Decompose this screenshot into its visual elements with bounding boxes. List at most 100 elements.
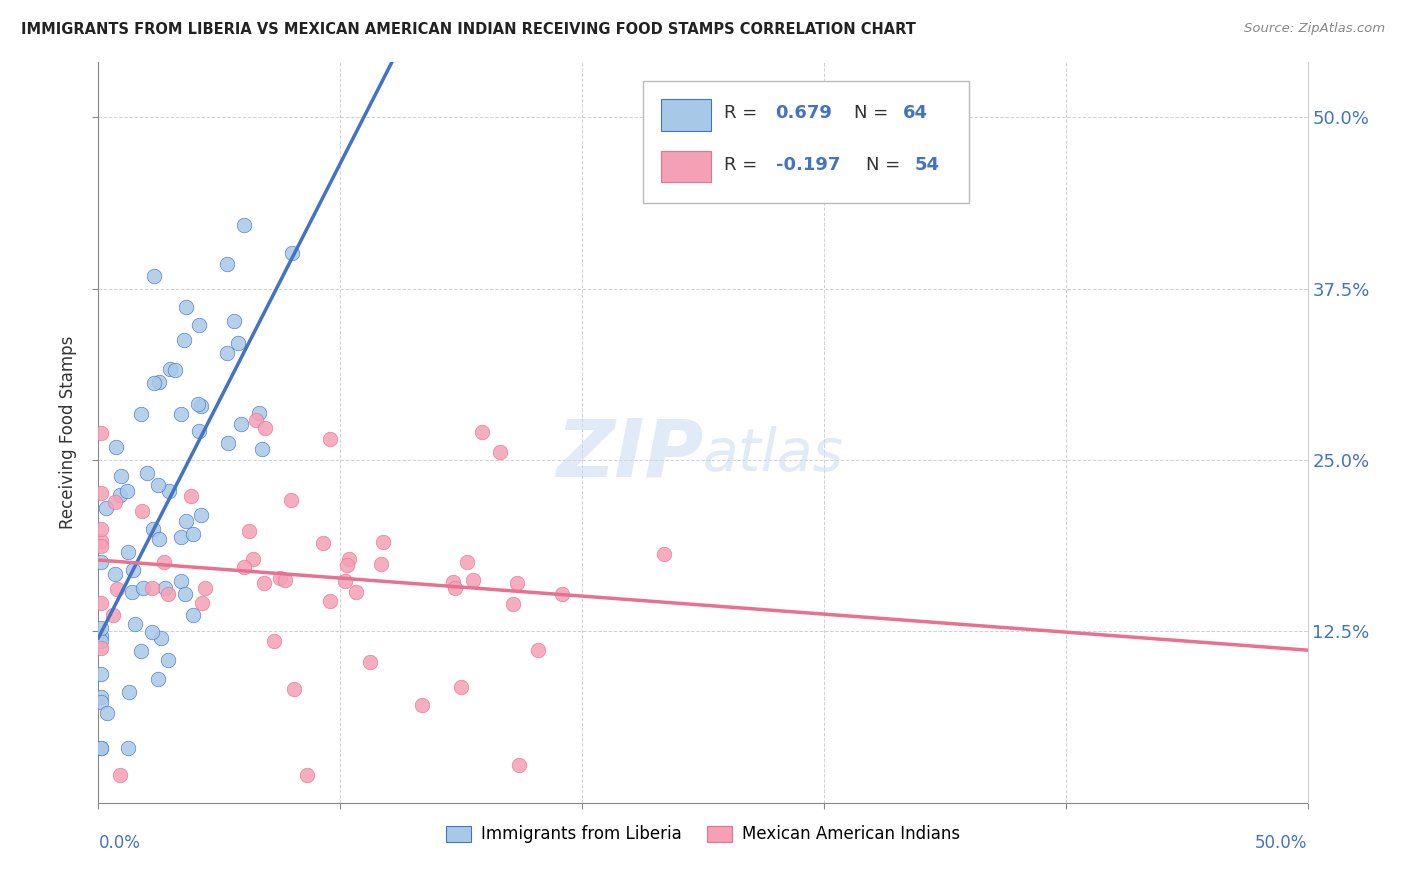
Point	[90, 596, 112, 610]
Point	[90, 486, 112, 500]
Point	[132, 581, 155, 595]
Point	[373, 535, 395, 549]
Point	[131, 407, 153, 421]
Point	[242, 552, 264, 566]
Point	[319, 432, 342, 446]
Point	[444, 581, 467, 595]
Point	[148, 375, 170, 389]
Point	[224, 314, 246, 328]
Point	[146, 672, 169, 686]
Point	[90, 694, 112, 708]
Point	[90, 629, 112, 643]
Point	[359, 655, 381, 669]
Point	[245, 413, 267, 427]
Point	[280, 493, 302, 508]
Point	[107, 582, 129, 596]
Point	[269, 571, 291, 585]
Point	[253, 421, 276, 435]
Point	[121, 585, 143, 599]
Point	[337, 552, 360, 566]
Text: ZIP: ZIP	[555, 416, 703, 494]
Point	[488, 445, 510, 459]
Point	[183, 607, 205, 622]
Point	[238, 524, 260, 538]
Point	[117, 741, 139, 756]
Point	[190, 399, 212, 413]
Point	[96, 706, 118, 721]
Point	[110, 469, 132, 483]
Point	[108, 488, 131, 502]
Point	[159, 361, 181, 376]
Point	[110, 768, 132, 782]
Point	[104, 495, 127, 509]
Point	[233, 559, 256, 574]
Point	[90, 425, 112, 440]
Text: 64: 64	[903, 103, 928, 122]
Point	[441, 574, 464, 589]
Point	[654, 547, 676, 561]
Legend: Immigrants from Liberia, Mexican American Indians: Immigrants from Liberia, Mexican America…	[440, 819, 966, 850]
Point	[190, 596, 212, 610]
Text: N =: N =	[855, 103, 894, 122]
Point	[142, 376, 165, 390]
Point	[157, 484, 180, 499]
Point	[190, 508, 212, 522]
Point	[333, 574, 356, 588]
Point	[215, 345, 238, 359]
Point	[232, 218, 254, 232]
Point	[156, 587, 179, 601]
Point	[527, 643, 550, 657]
Point	[188, 424, 211, 438]
Text: 0.0%: 0.0%	[98, 834, 141, 852]
Point	[142, 522, 165, 536]
Text: N =: N =	[866, 155, 907, 174]
Point	[411, 698, 433, 713]
Point	[115, 484, 138, 499]
Point	[90, 555, 112, 569]
Point	[131, 504, 153, 518]
Point	[124, 616, 146, 631]
Point	[226, 336, 249, 351]
Point	[370, 558, 392, 572]
Point	[456, 554, 478, 568]
Point	[508, 758, 530, 772]
Point	[450, 680, 472, 694]
Point	[117, 544, 139, 558]
Point	[281, 246, 304, 260]
Point	[263, 634, 285, 648]
Point	[247, 406, 270, 420]
Point	[156, 653, 179, 667]
Point	[90, 641, 112, 656]
Point	[105, 440, 128, 454]
Point	[90, 522, 112, 536]
Point	[502, 597, 524, 611]
Point	[104, 566, 127, 581]
Point	[550, 587, 572, 601]
Text: R =: R =	[724, 103, 762, 122]
Point	[170, 407, 193, 421]
Point	[174, 515, 197, 529]
Text: -0.197: -0.197	[776, 155, 839, 174]
Point	[135, 466, 157, 480]
Point	[122, 563, 145, 577]
Point	[90, 621, 112, 635]
Point	[336, 558, 359, 573]
Point	[148, 532, 170, 546]
Point	[170, 574, 193, 589]
Point	[194, 581, 217, 595]
Text: atlas: atlas	[703, 426, 844, 483]
Point	[174, 587, 197, 601]
Point	[163, 363, 186, 377]
Point	[183, 527, 205, 541]
Text: 0.679: 0.679	[776, 103, 832, 122]
Point	[176, 300, 198, 314]
Point	[187, 318, 209, 333]
Y-axis label: Receiving Food Stamps: Receiving Food Stamps	[59, 336, 77, 529]
Point	[143, 268, 166, 283]
FancyBboxPatch shape	[661, 152, 711, 182]
Point	[169, 530, 191, 544]
Point	[129, 643, 152, 657]
Point	[217, 436, 239, 450]
Point	[153, 555, 176, 569]
Point	[90, 666, 112, 681]
